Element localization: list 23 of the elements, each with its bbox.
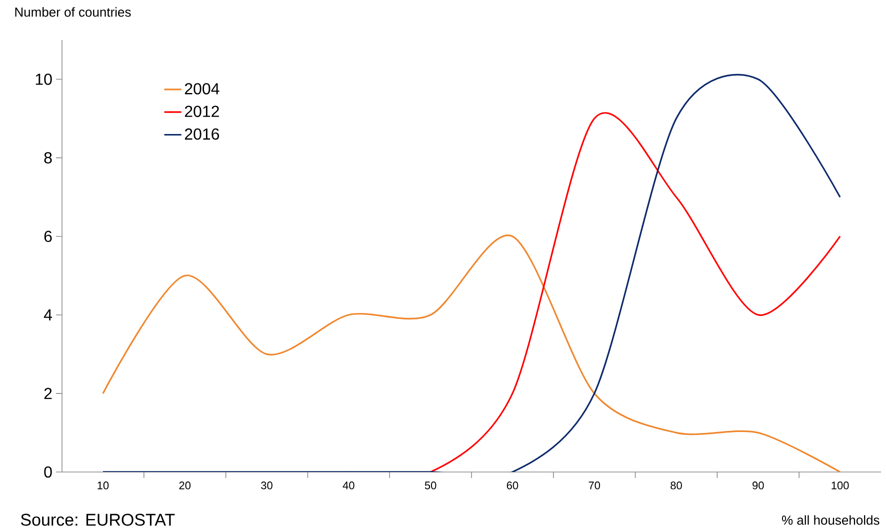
line-series — [102, 235, 841, 472]
x-tick-label: 100 — [832, 482, 849, 490]
y-tick-label: 8 — [44, 152, 52, 164]
x-tick-label: 90 — [752, 482, 764, 490]
legend-label: 2016 — [184, 128, 220, 140]
x-tick-label: 50 — [424, 482, 436, 490]
legend-label: 2004 — [184, 83, 220, 94]
x-tick-label: 20 — [179, 482, 191, 490]
x-tick-label: 30 — [261, 482, 272, 490]
x-tick-label: 10 — [98, 482, 109, 490]
y-axis-title: Number of countries — [15, 7, 131, 17]
legend-label: 2012 — [184, 106, 219, 118]
y-tick-label: 0 — [44, 466, 52, 478]
y-tick-label: 4 — [44, 309, 52, 320]
x-tick-label: 80 — [670, 482, 682, 490]
x-tick-label: 70 — [588, 482, 600, 490]
y-tick-label: 6 — [44, 230, 52, 242]
y-tick-label: 2 — [44, 388, 52, 400]
x-tick-label: 40 — [342, 482, 354, 490]
x-tick-label: 60 — [506, 482, 518, 490]
y-tick-label: 10 — [36, 74, 52, 85]
source-note: Source: EUROSTAT — [20, 514, 175, 526]
x-axis-title: % all households — [782, 515, 880, 525]
